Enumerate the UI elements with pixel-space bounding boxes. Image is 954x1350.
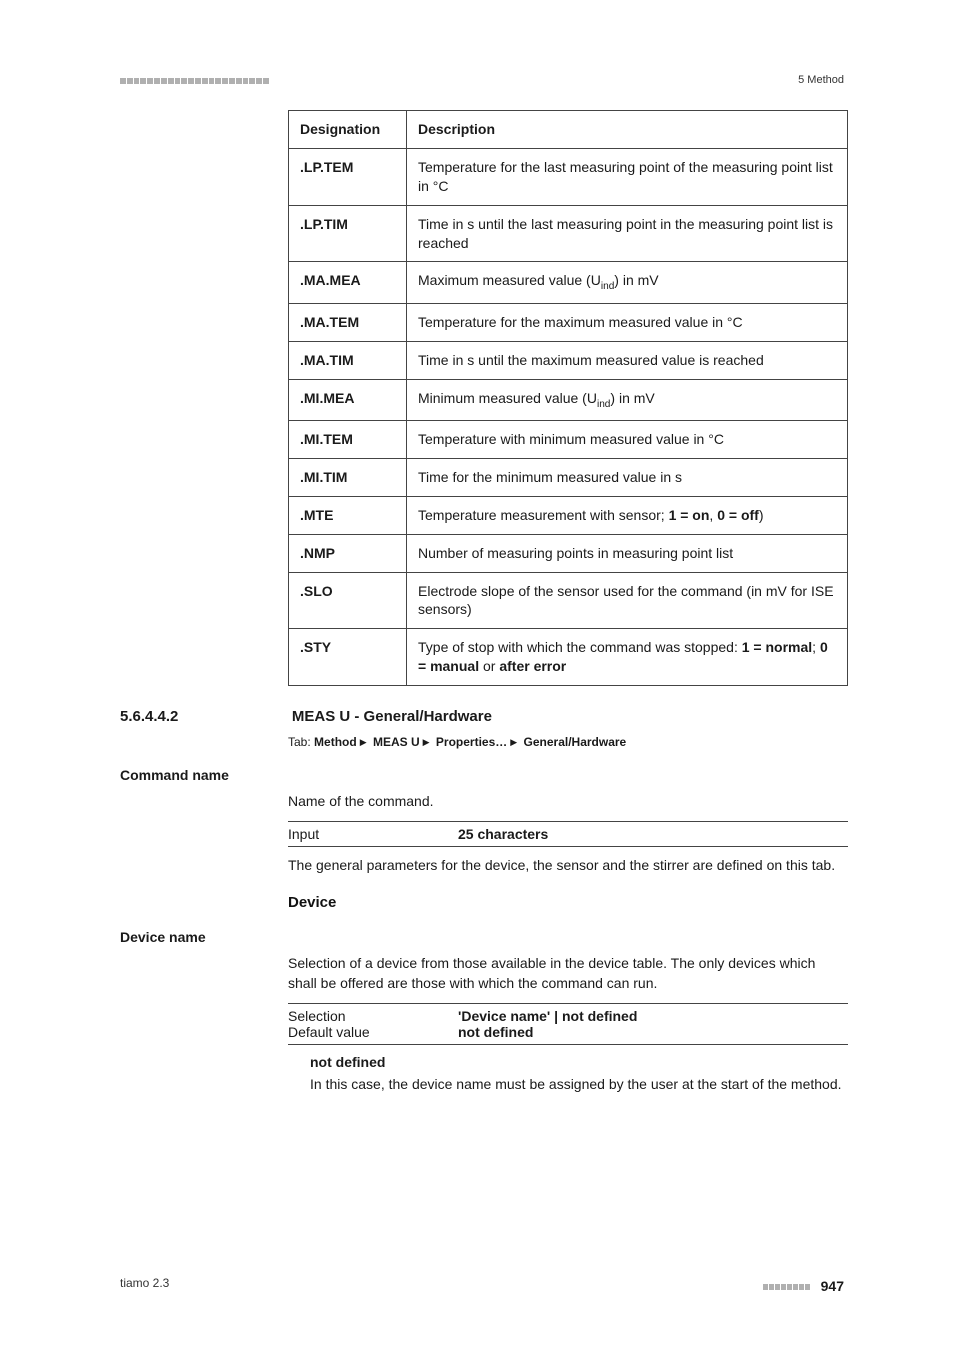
designation-desc: Time in s until the maximum measured val… (407, 341, 848, 379)
default-label: Default value (288, 1024, 458, 1040)
selection-row: Selection 'Device name' | not defined (288, 1003, 848, 1024)
designation-key: .STY (289, 629, 407, 686)
designation-key: .MI.MEA (289, 379, 407, 420)
designation-key: .MA.MEA (289, 262, 407, 303)
device-name-label: Device name (120, 929, 844, 945)
designation-key: .LP.TEM (289, 148, 407, 205)
table-row: .LP.TIMTime in s until the last measurin… (289, 205, 848, 262)
table-row: .MI.TEMTemperature with minimum measured… (289, 421, 848, 459)
designation-desc: Type of stop with which the command was … (407, 629, 848, 686)
section-title: MEAS U - General/Hardware (292, 708, 492, 725)
table-header-designation: Designation (289, 111, 407, 149)
tab-path: Tab: Method▶ MEAS U▶ Properties…▶ Genera… (288, 735, 844, 749)
designation-key: .MA.TIM (289, 341, 407, 379)
table-row: .MI.MEAMinimum measured value (Uind) in … (289, 379, 848, 420)
table-row: .MTETemperature measurement with sensor;… (289, 496, 848, 534)
designation-key: .SLO (289, 572, 407, 629)
table-row: .LP.TEMTemperature for the last measurin… (289, 148, 848, 205)
command-name-desc: Name of the command. (288, 791, 844, 811)
designation-desc: Number of measuring points in measuring … (407, 534, 848, 572)
device-name-desc: Selection of a device from those availab… (288, 953, 844, 994)
footer-dots (763, 1284, 811, 1290)
designation-desc: Electrode slope of the sensor used for t… (407, 572, 848, 629)
selection-label: Selection (288, 1008, 458, 1024)
table-row: .MA.TEMTemperature for the maximum measu… (289, 303, 848, 341)
table-row: .SLOElectrode slope of the sensor used f… (289, 572, 848, 629)
table-header-description: Description (407, 111, 848, 149)
not-defined-title: not defined (310, 1053, 850, 1073)
not-defined-block: not defined In this case, the device nam… (310, 1053, 850, 1094)
command-name-label: Command name (120, 767, 844, 783)
header-dots-left (120, 78, 270, 86)
input-value: 25 characters (458, 826, 548, 842)
designation-key: .MTE (289, 496, 407, 534)
designation-desc: Minimum measured value (Uind) in mV (407, 379, 848, 420)
selection-value: 'Device name' | not defined (458, 1008, 637, 1024)
table-row: .MA.TIMTime in s until the maximum measu… (289, 341, 848, 379)
designation-desc: Temperature for the maximum measured val… (407, 303, 848, 341)
designation-desc: Temperature with minimum measured value … (407, 421, 848, 459)
command-name-after: The general parameters for the device, t… (288, 855, 844, 875)
designation-key: .NMP (289, 534, 407, 572)
designation-key: .LP.TIM (289, 205, 407, 262)
designation-desc: Maximum measured value (Uind) in mV (407, 262, 848, 303)
footer-left: tiamo 2.3 (120, 1276, 169, 1290)
designation-desc: Temperature measurement with sensor; 1 =… (407, 496, 848, 534)
footer-right: 947 (763, 1278, 844, 1294)
designation-key: .MA.TEM (289, 303, 407, 341)
device-heading: Device (288, 894, 844, 911)
tab-label: Tab: (288, 735, 311, 749)
designation-key: .MI.TEM (289, 421, 407, 459)
table-row: .STYType of stop with which the command … (289, 629, 848, 686)
designation-desc: Time in s until the last measuring point… (407, 205, 848, 262)
table-row: .MI.TIMTime for the minimum measured val… (289, 458, 848, 496)
designation-desc: Temperature for the last measuring point… (407, 148, 848, 205)
table-row: .NMPNumber of measuring points in measur… (289, 534, 848, 572)
input-label: Input (288, 826, 458, 842)
not-defined-body: In this case, the device name must be as… (310, 1075, 850, 1095)
default-row: Default value not defined (288, 1024, 848, 1045)
input-row: Input 25 characters (288, 821, 848, 847)
header-section: 5 Method (798, 74, 844, 86)
section-number: 5.6.4.4.2 (120, 708, 288, 725)
designation-table: Designation Description .LP.TEMTemperatu… (288, 110, 848, 686)
page-number: 947 (821, 1278, 844, 1294)
designation-desc: Time for the minimum measured value in s (407, 458, 848, 496)
table-row: .MA.MEAMaximum measured value (Uind) in … (289, 262, 848, 303)
designation-key: .MI.TIM (289, 458, 407, 496)
default-value: not defined (458, 1024, 533, 1040)
